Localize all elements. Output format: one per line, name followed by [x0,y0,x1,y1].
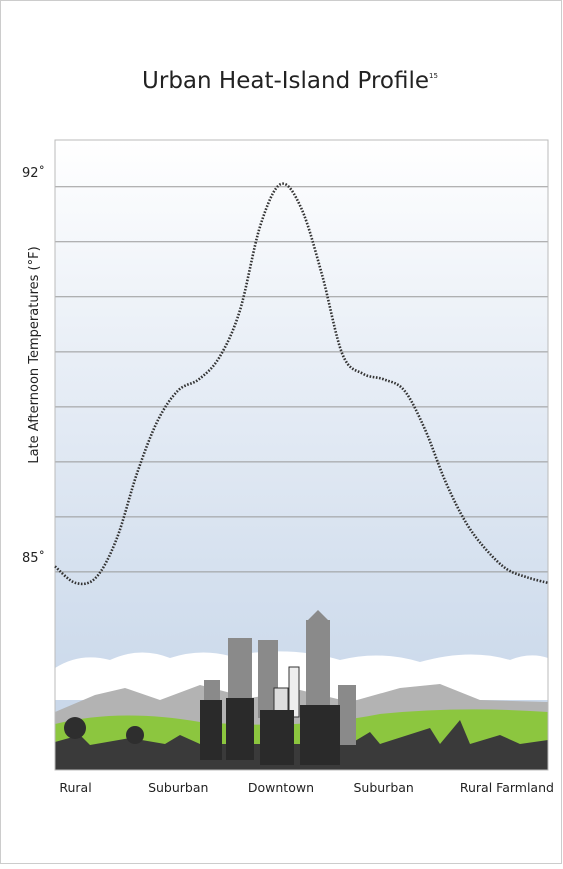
x-tick-label: Rural [59,780,91,795]
x-tick-label: Downtown [248,780,314,795]
chart-title: Urban Heat-Island Profile15 [142,68,438,94]
title-text: Urban Heat-Island Profile [142,68,429,94]
y-tick-label: 85˚ [22,550,45,566]
x-tick-label: Rural Farmland [460,780,554,795]
chart: Urban Heat-Island Profile15 Late Afterno… [0,0,563,865]
x-tick-label: Suburban [148,780,208,795]
y-tick-label: 92˚ [22,165,45,181]
footnote-marker: 15 [429,72,438,80]
y-axis-label: Late Afternoon Temperatures (°F) [27,246,42,463]
page: {"chart_data": {"type": "line", "title":… [0,0,563,865]
x-tick-label: Suburban [353,780,413,795]
